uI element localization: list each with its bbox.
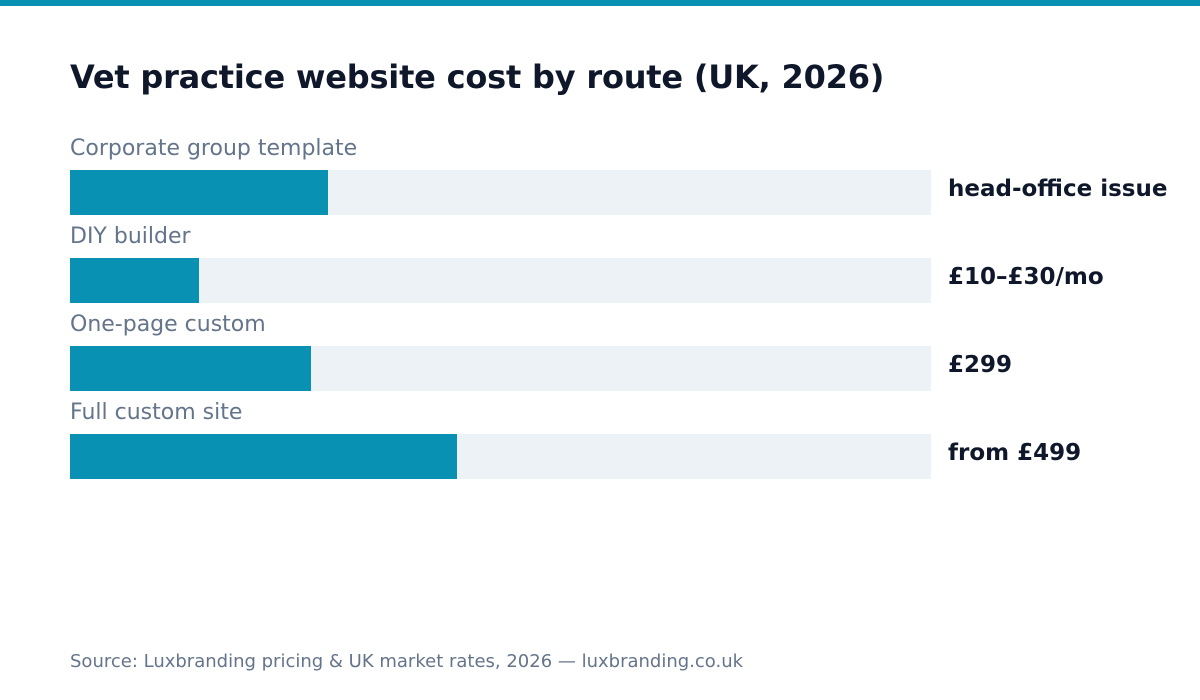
bar-fill — [70, 434, 457, 479]
value-label: £299 — [948, 352, 1013, 378]
bar-track — [70, 170, 931, 215]
bar-row: Corporate group template head-office issu… — [70, 134, 1180, 222]
chart-title: Vet practice website cost by route (UK, … — [70, 58, 885, 96]
source-note: Source: Luxbranding pricing & UK market … — [70, 651, 744, 672]
bar-fill — [70, 170, 328, 215]
value-label: head-office issue — [948, 176, 1168, 202]
bar-track — [70, 434, 931, 479]
value-label: from £499 — [948, 440, 1082, 466]
bar-track — [70, 258, 931, 303]
bar-row: DIY builder £10–£30/mo — [70, 222, 1180, 310]
bar-fill — [70, 258, 199, 303]
bar-fill — [70, 346, 311, 391]
value-label: £10–£30/mo — [948, 264, 1104, 290]
category-label: Full custom site — [70, 400, 243, 425]
category-label: DIY builder — [70, 224, 191, 249]
category-label: Corporate group template — [70, 136, 358, 161]
accent-top-bar — [0, 0, 1200, 6]
bar-rows: Corporate group template head-office issu… — [70, 134, 1180, 486]
bar-row: One-page custom £299 — [70, 310, 1180, 398]
bar-row: Full custom site from £499 — [70, 398, 1180, 486]
bar-track — [70, 346, 931, 391]
category-label: One-page custom — [70, 312, 266, 337]
